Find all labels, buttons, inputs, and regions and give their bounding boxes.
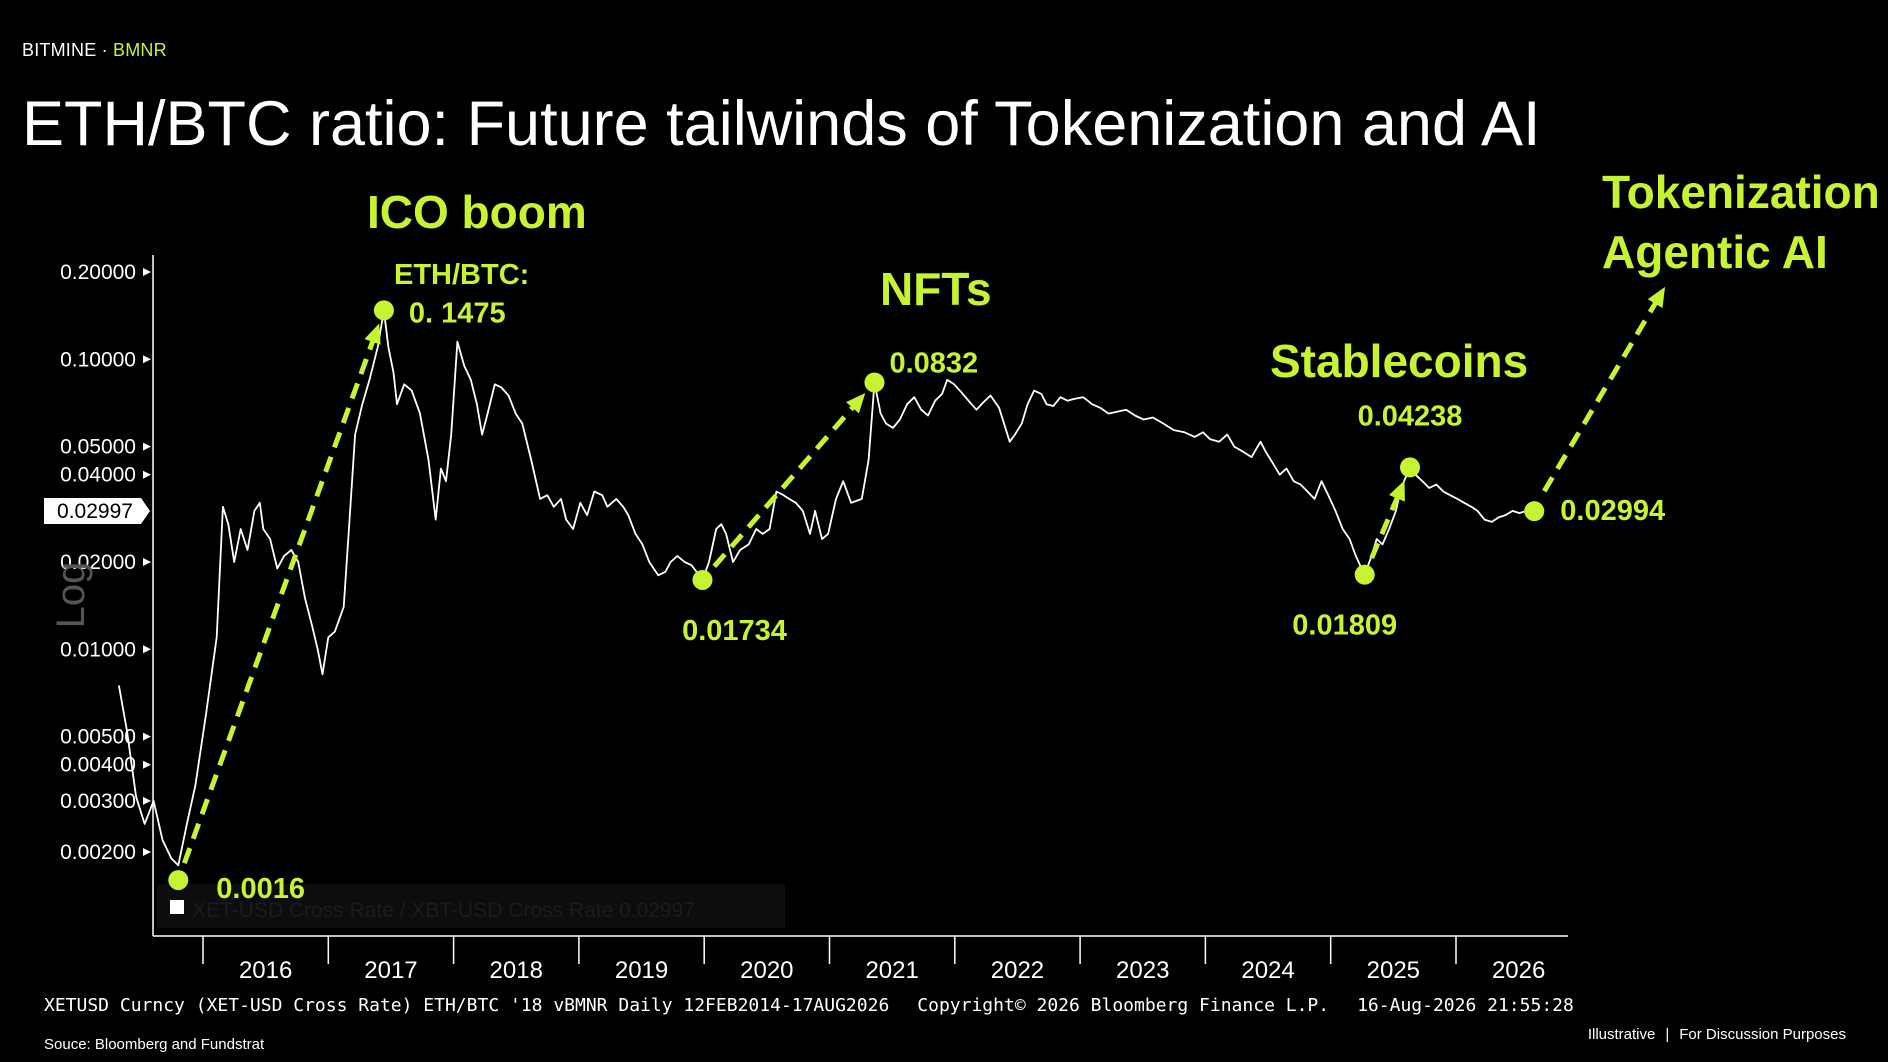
event-title-ico: ICO boom xyxy=(367,186,587,238)
eth-btc-series-line xyxy=(118,309,1535,867)
x-tick-label: 2023 xyxy=(1116,957,1169,984)
y-tick-mark xyxy=(143,848,151,856)
event-arrow-head xyxy=(1647,286,1666,308)
event-title-tokenization: Tokenization xyxy=(1602,166,1880,218)
y-tick-mark xyxy=(143,470,151,479)
event-title-agentic-ai: Agentic AI xyxy=(1602,226,1828,278)
annotation-label: 0.01809 xyxy=(1292,610,1397,642)
legend-box xyxy=(157,884,785,928)
bloomberg-footer-left: XETUSD Curncy (XET-USD Cross Rate) ETH/B… xyxy=(44,995,890,1016)
annotation-dot xyxy=(168,870,189,891)
annotation-dot xyxy=(1524,501,1545,522)
y-tick-label: 0.00400 xyxy=(60,754,136,777)
y-axis-label: Log xyxy=(49,562,93,629)
bloomberg-footer-middle: Copyright© 2026 Bloomberg Finance L.P. xyxy=(917,995,1330,1016)
annotation-dot xyxy=(373,300,394,321)
x-tick-label: 2020 xyxy=(740,957,793,984)
annotation-dot xyxy=(864,372,885,393)
y-tick-label: 0.01000 xyxy=(60,638,136,661)
event-arrow xyxy=(182,328,380,865)
bloomberg-footer: XETUSD Curncy (XET-USD Cross Rate) ETH/B… xyxy=(44,995,1602,1016)
annotation-label: 0.02994 xyxy=(1560,495,1665,527)
annotation-label: 0.0016 xyxy=(216,873,305,905)
disclaimer-divider: | xyxy=(1665,1026,1670,1043)
event-arrow-head xyxy=(845,393,866,414)
y-tick-label: 0.02000 xyxy=(60,551,136,574)
annotation-label: 0. 1475 xyxy=(409,297,506,329)
legend-swatch xyxy=(170,900,184,914)
x-tick-label: 2022 xyxy=(991,957,1044,984)
x-tick-label: 2025 xyxy=(1367,957,1420,984)
x-tick-label: 2016 xyxy=(239,957,292,984)
y-tick-mark xyxy=(143,355,151,364)
x-tick-label: 2018 xyxy=(490,957,543,984)
y-tick-mark xyxy=(143,732,151,741)
event-arrow-head xyxy=(1389,480,1405,502)
event-arrow-head xyxy=(364,323,381,345)
brand-name: BITMINE xyxy=(22,40,97,60)
current-value-label: 0.02997 xyxy=(57,500,133,523)
brand-ticker: BMNR xyxy=(113,40,167,60)
source-note: Souce: Bloomberg and Fundstrat xyxy=(44,1036,265,1053)
annotation-dot xyxy=(692,569,713,590)
x-tick-label: 2019 xyxy=(615,957,668,984)
legend-label: XET-USD Cross Rate / XBT-USD Cross Rate … xyxy=(192,899,695,922)
current-value-tag xyxy=(44,498,150,525)
annotation-dot xyxy=(1399,457,1420,478)
y-tick-mark xyxy=(143,760,151,769)
y-tick-label: 0.00500 xyxy=(60,726,136,749)
x-tick-label: 2026 xyxy=(1492,957,1545,984)
discussion-label: For Discussion Purposes xyxy=(1679,1026,1846,1043)
illustrative-label: Illustrative xyxy=(1587,1026,1656,1043)
y-tick-mark xyxy=(143,442,151,451)
event-arrow xyxy=(712,395,864,569)
y-tick-label: 0.10000 xyxy=(60,348,136,371)
bloomberg-footer-right: 16-Aug-2026 21:55:28 xyxy=(1357,995,1574,1016)
event-arrow xyxy=(1542,290,1665,493)
y-tick-label: 0.00200 xyxy=(60,841,136,864)
event-note-ethbtc: ETH/BTC: xyxy=(394,259,529,291)
disclaimer: Illustrative | For Discussion Purposes xyxy=(1588,1026,1846,1043)
brand-separator: · xyxy=(96,40,114,60)
y-tick-label: 0.00300 xyxy=(60,790,136,813)
x-tick-label: 2024 xyxy=(1241,957,1294,984)
event-title-stablecoins: Stablecoins xyxy=(1270,335,1528,387)
event-title-nfts: NFTs xyxy=(880,263,992,315)
x-tick-label: 2021 xyxy=(865,957,918,984)
page-title: ETH/BTC ratio: Future tailwinds of Token… xyxy=(22,89,1541,159)
y-tick-mark xyxy=(143,645,151,654)
annotation-dot xyxy=(1354,564,1375,585)
y-tick-label: 0.20000 xyxy=(60,261,136,284)
y-tick-mark xyxy=(143,558,151,566)
y-tick-mark xyxy=(143,268,151,276)
annotation-label: 0.01734 xyxy=(682,615,787,647)
annotation-label: 0.0832 xyxy=(889,347,978,379)
y-tick-label: 0.04000 xyxy=(60,464,136,487)
x-tick-label: 2017 xyxy=(364,957,417,984)
annotation-label: 0.04238 xyxy=(1358,400,1463,432)
brand: BITMINE · BMNR xyxy=(22,40,167,61)
y-tick-mark xyxy=(143,796,151,805)
y-tick-label: 0.05000 xyxy=(60,436,136,459)
